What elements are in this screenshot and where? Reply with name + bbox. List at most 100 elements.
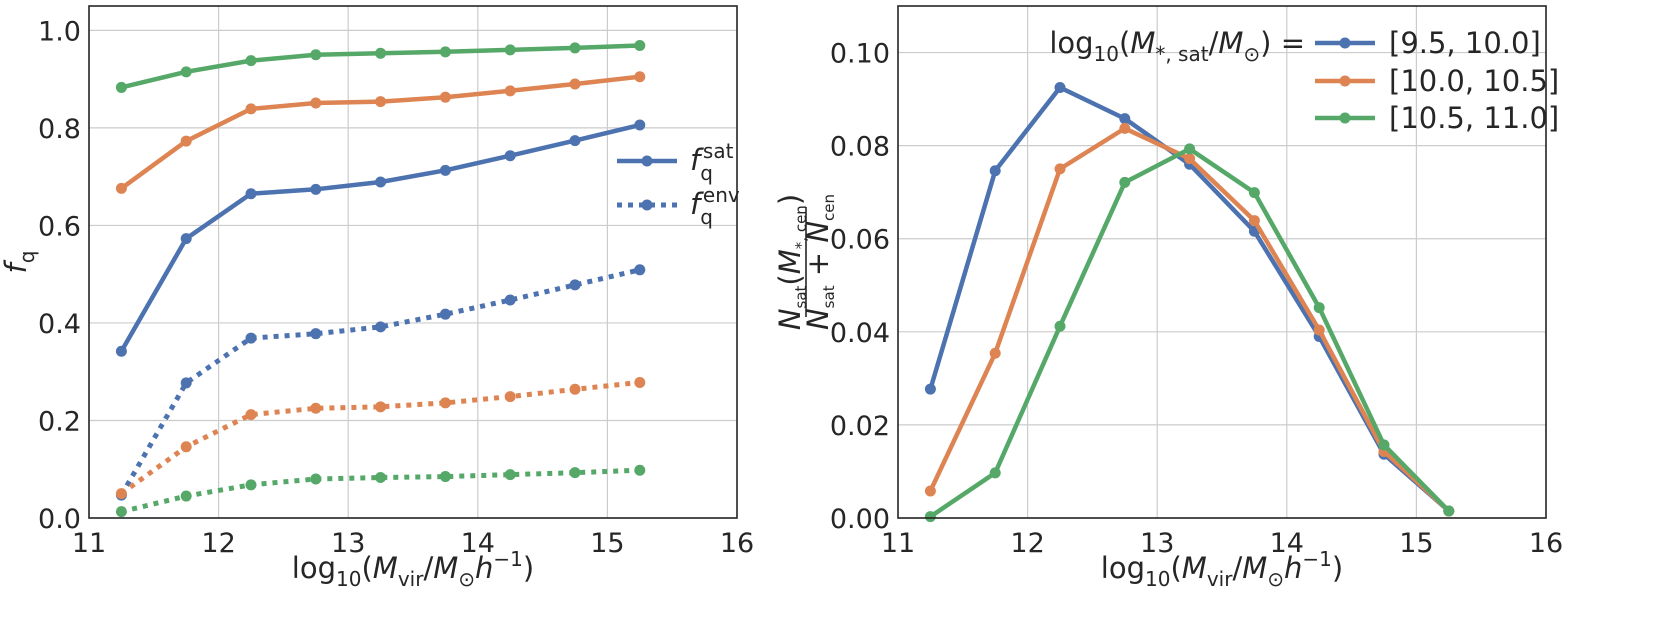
y-tick-label: 0.8 [38,114,81,145]
data-point [1119,113,1131,125]
data-point [1184,143,1196,155]
data-point [180,135,192,147]
data-point [180,441,192,453]
data-point [634,39,646,51]
data-point [375,96,387,108]
y-tick-label: 0.6 [38,211,81,242]
legend-entry-0: [9.5, 10.0] [1315,26,1541,60]
legend-marker [1339,37,1351,49]
data-point [115,506,127,518]
x-tick-label: 14 [1270,528,1304,559]
left-panel: 11 12 13 14 15 16 0.0 0.2 0.4 0.6 0.8 1.0 log10(Mvir… [0,5,754,591]
data-point [1119,122,1131,134]
data-point [180,377,192,389]
axes-frame [897,5,1547,519]
x-tick-label: 15 [590,528,624,559]
data-point [569,279,581,291]
data-point [245,55,257,67]
data-point [115,81,127,93]
series-3 [115,264,646,501]
legend-entry-env: fqenv [617,183,740,229]
series-1 [115,71,646,194]
data-point [1313,302,1325,314]
x-tick-label: 14 [461,528,495,559]
data-point [310,328,322,340]
y-axis-label: Nsat(M*, cen)Nsat + Ncen [773,194,838,330]
data-point [1248,215,1260,227]
legend-label-fq-env: fqenv [690,183,740,229]
data-point [310,97,322,109]
data-point [1054,320,1066,332]
data-point [634,464,646,476]
data-point [375,47,387,59]
legend-marker [641,199,653,211]
data-point [245,479,257,491]
data-point [924,383,936,395]
data-point [375,401,387,413]
data-point [569,383,581,395]
data-point [924,485,936,497]
data-point [439,164,451,176]
series-4 [115,376,646,500]
legend-marker [1339,112,1351,124]
data-point [569,467,581,479]
legend-label: [10.5, 11.0] [1389,101,1559,135]
data-point [924,511,936,523]
legend-label-fq-sat: fqsat [690,139,734,185]
series-2 [924,143,1455,523]
data-point [310,402,322,414]
legend-entry-2: [10.5, 11.0] [1315,101,1559,135]
series-0 [115,119,646,357]
data-point [634,264,646,276]
data-point [245,409,257,421]
data-point [310,49,322,61]
data-point [245,103,257,115]
legend-marker [1339,75,1351,87]
data-point [439,397,451,409]
data-point [504,44,516,56]
gridlines [88,6,738,519]
data-point [989,165,1001,177]
right-panel: 11 12 13 14 15 16 0.00 0.02 0.04 0.06 0.08 0.10 log1… [773,5,1563,591]
series-line [119,267,641,497]
y-tick-label: 0.2 [38,406,81,437]
data-point [504,391,516,403]
series-line [929,146,1451,519]
y-tick-label: 0.08 [830,132,890,163]
series-line [120,74,641,191]
y-axis-label: fq [0,251,39,274]
legend-label: [9.5, 10.0] [1389,26,1541,60]
data-point [245,332,257,344]
x-tick-label: 13 [1140,528,1174,559]
x-tick-label: 15 [1399,528,1433,559]
data-point [504,150,516,162]
x-axis-label: log10(Mvir/M⊙h−1) [292,547,534,591]
data-point [375,472,387,484]
x-tick-label: 12 [201,528,235,559]
data-point [1313,324,1325,336]
x-tick-label: 16 [1529,528,1563,559]
y-tick-label: 0.02 [830,411,890,442]
ticks: 11 12 13 14 15 16 0.0 0.2 0.4 0.6 0.8 1.0 [38,16,754,559]
data-point [634,119,646,131]
data-point [439,91,451,103]
y-tick-label: 0.06 [830,225,890,256]
data-point [310,473,322,485]
y-tick-label: 0.10 [830,39,890,70]
legend-entry-1: [10.0, 10.5] [1315,64,1559,98]
data-point [1054,81,1066,93]
data-point [1443,505,1455,517]
legend-entry-sat: fqsat [617,139,734,185]
data-point [115,488,127,500]
ticks: 11 12 13 14 15 16 0.00 0.02 0.04 0.06 0.08 0.10 [830,39,1563,559]
x-tick-label: 12 [1010,528,1044,559]
series-2 [115,39,646,93]
data-point [569,135,581,147]
data-point [1248,187,1260,199]
y-tick-label: 0.0 [38,504,81,535]
series-line [119,122,641,353]
data-point [569,42,581,54]
series-line [119,379,641,496]
